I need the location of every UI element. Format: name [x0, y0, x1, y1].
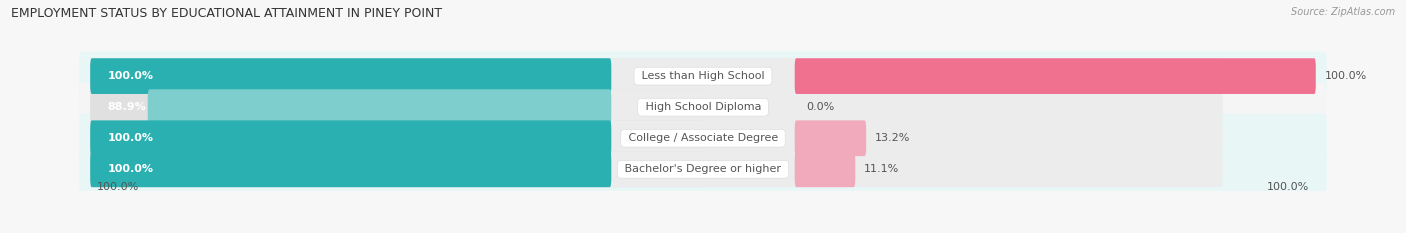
Text: 100.0%: 100.0% [107, 133, 153, 143]
FancyBboxPatch shape [609, 89, 1223, 125]
Text: Bachelor's Degree or higher: Bachelor's Degree or higher [621, 164, 785, 174]
FancyBboxPatch shape [79, 145, 1327, 194]
FancyBboxPatch shape [609, 120, 1223, 156]
Text: 100.0%: 100.0% [107, 164, 153, 174]
Text: 88.9%: 88.9% [107, 102, 146, 112]
Text: 13.2%: 13.2% [875, 133, 910, 143]
FancyBboxPatch shape [90, 58, 612, 94]
Text: Less than High School: Less than High School [638, 71, 768, 81]
FancyBboxPatch shape [90, 120, 612, 156]
FancyBboxPatch shape [148, 89, 612, 125]
FancyBboxPatch shape [609, 58, 1223, 94]
Text: 0.0%: 0.0% [807, 102, 835, 112]
Text: 11.1%: 11.1% [865, 164, 900, 174]
Text: 100.0%: 100.0% [1267, 182, 1309, 192]
FancyBboxPatch shape [90, 89, 704, 125]
Text: High School Diploma: High School Diploma [641, 102, 765, 112]
Text: 100.0%: 100.0% [97, 182, 139, 192]
FancyBboxPatch shape [794, 151, 855, 187]
Text: 100.0%: 100.0% [107, 71, 153, 81]
FancyBboxPatch shape [794, 120, 866, 156]
FancyBboxPatch shape [79, 51, 1327, 101]
Text: 100.0%: 100.0% [1324, 71, 1367, 81]
Text: EMPLOYMENT STATUS BY EDUCATIONAL ATTAINMENT IN PINEY POINT: EMPLOYMENT STATUS BY EDUCATIONAL ATTAINM… [11, 7, 443, 20]
Text: College / Associate Degree: College / Associate Degree [624, 133, 782, 143]
FancyBboxPatch shape [90, 120, 704, 156]
FancyBboxPatch shape [609, 151, 1223, 187]
FancyBboxPatch shape [79, 82, 1327, 132]
FancyBboxPatch shape [794, 58, 1316, 94]
FancyBboxPatch shape [90, 151, 704, 187]
FancyBboxPatch shape [90, 151, 612, 187]
FancyBboxPatch shape [79, 113, 1327, 163]
FancyBboxPatch shape [90, 58, 704, 94]
Text: Source: ZipAtlas.com: Source: ZipAtlas.com [1291, 7, 1395, 17]
